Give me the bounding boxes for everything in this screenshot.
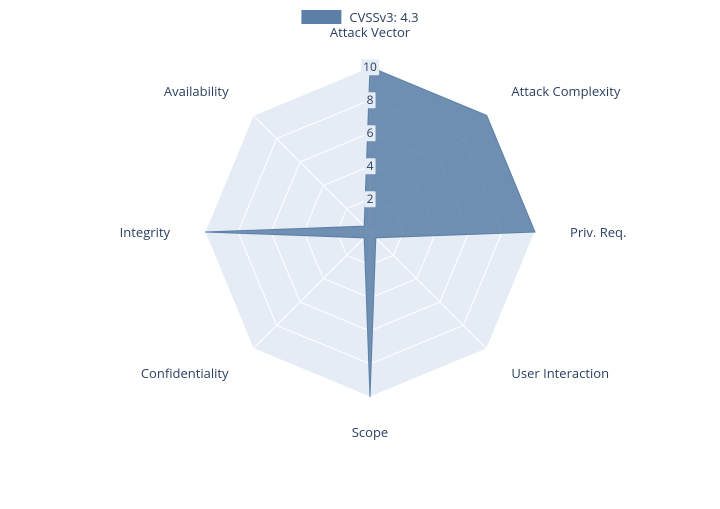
axis-label: Confidentiality (141, 364, 229, 382)
axis-label: User Interaction (511, 364, 609, 382)
axis-label: Availability (164, 82, 229, 100)
tick-label: 8 (365, 92, 376, 108)
axis-label: Priv. Req. (570, 223, 626, 241)
tick-label: 10 (361, 59, 379, 75)
tick-label: 6 (365, 125, 376, 141)
radar-chart: CVSSv3: 4.3 Attack VectorAttack Complexi… (0, 0, 720, 504)
axis-label: Attack Complexity (511, 82, 620, 100)
axis-label: Scope (352, 423, 388, 441)
axis-label: Attack Vector (330, 23, 410, 41)
tick-label: 4 (365, 158, 376, 174)
axis-label: Integrity (120, 223, 170, 241)
tick-label: 2 (365, 191, 376, 207)
legend-swatch (301, 10, 341, 24)
